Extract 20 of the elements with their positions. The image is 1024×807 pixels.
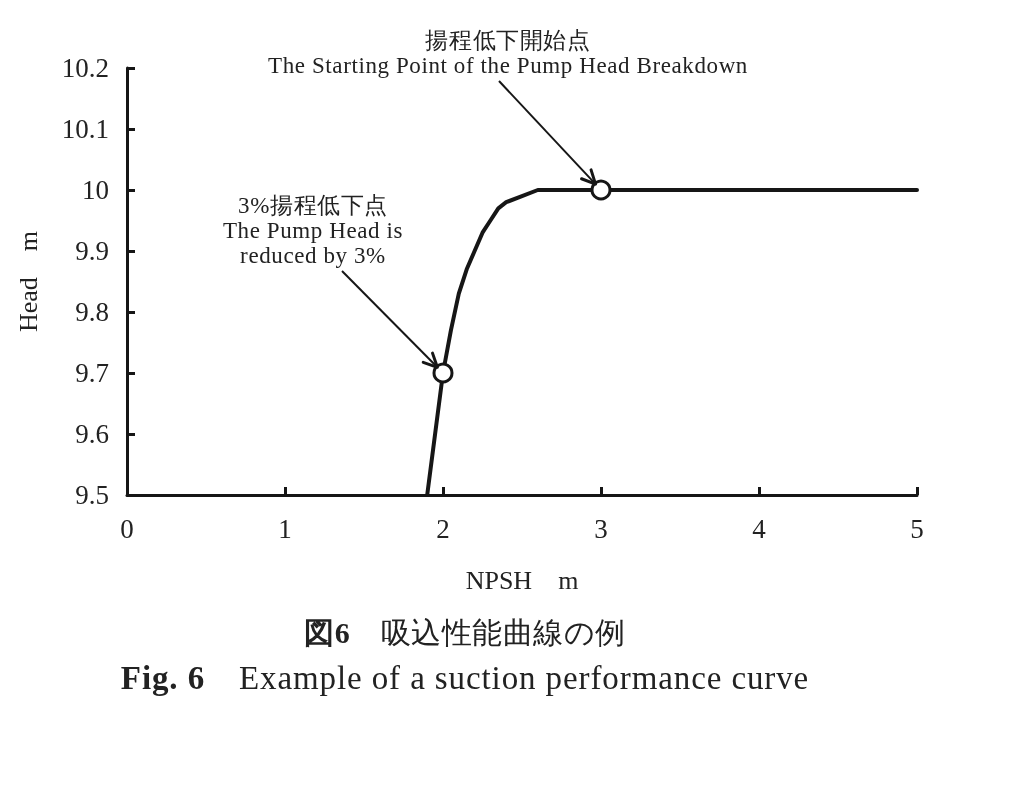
text: 図6 吸込性能曲線の例: [304, 615, 626, 651]
annotation: 3%揚程低下点 The Pump Head is reduced by 3%: [222, 193, 404, 268]
y-tick-label: 9.6: [75, 419, 109, 449]
x-tick-label: 2: [436, 513, 450, 544]
y-tick-label: 10: [82, 175, 109, 205]
y-axis-title: Head m: [13, 230, 43, 333]
text: Fig. 6 Example of a suction performance curve: [120, 659, 810, 698]
y-tick-label: 9.7: [75, 358, 109, 388]
x-tick-label: 0: [120, 513, 134, 544]
y-tick-label: 9.8: [75, 297, 109, 327]
x-tick-label: 4: [752, 513, 767, 544]
y-tick-label: 9.9: [75, 236, 109, 266]
x-tick-label: 3: [594, 513, 608, 544]
y-tick-label: 9.5: [75, 480, 109, 510]
x-axis-title: NPSH m: [465, 565, 579, 595]
x-tick-label: 1: [278, 513, 292, 544]
y-tick-label: 10.2: [61, 53, 109, 83]
annotation: 揚程低下開始点 The Starting Point of the Pump Head Breakdown: [268, 28, 748, 78]
y-tick-label: 10.1: [61, 114, 109, 144]
x-tick-label: 5: [910, 513, 924, 544]
